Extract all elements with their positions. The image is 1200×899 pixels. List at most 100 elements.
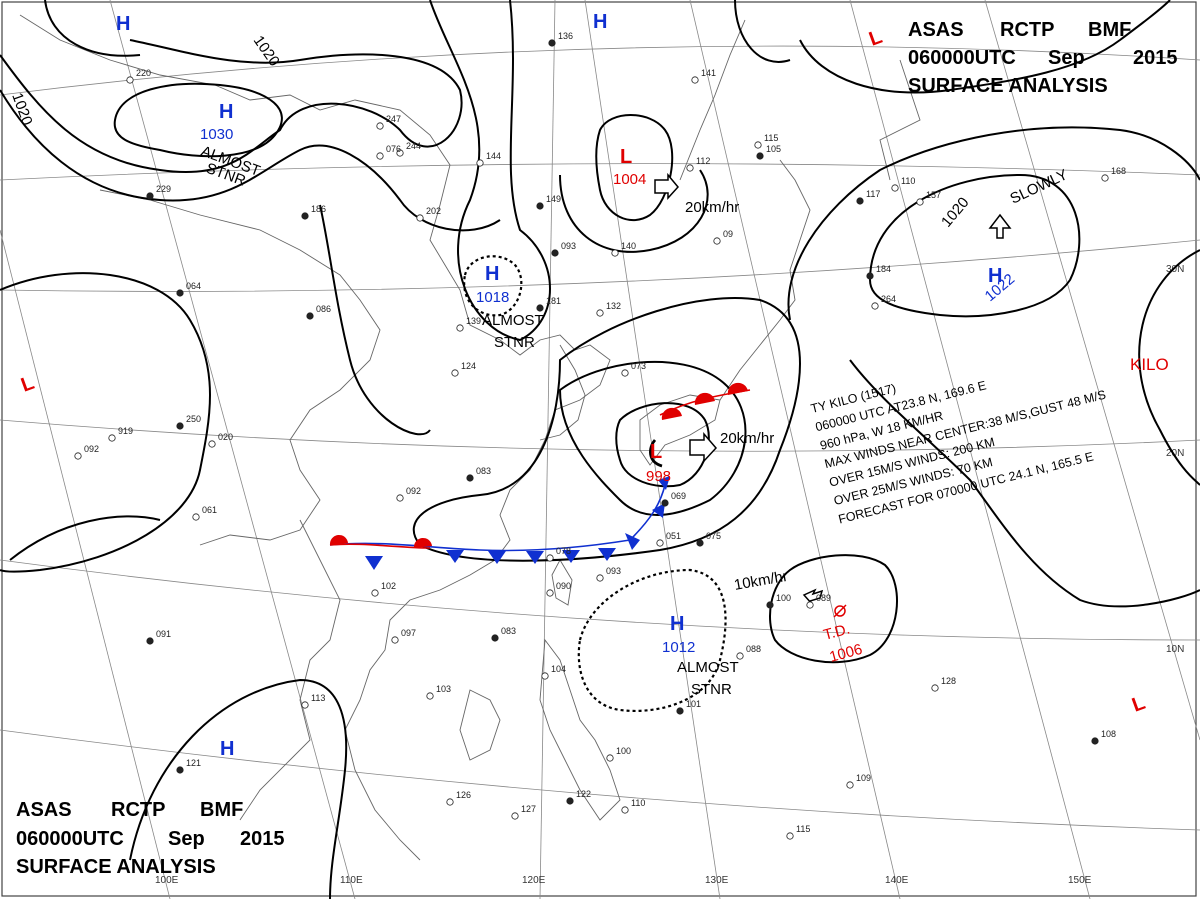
station-pressure-value: 09 xyxy=(723,229,733,239)
asia-coast xyxy=(19,14,611,861)
isobar-north-1 xyxy=(0,39,463,173)
station-circle xyxy=(891,184,899,192)
station-pressure-value: 076 xyxy=(386,144,401,154)
station-circle xyxy=(176,766,184,774)
speed-label-1: 20km/hr xyxy=(685,199,739,216)
low-value-998: 998 xyxy=(646,468,671,485)
lat-label-20n: 20N xyxy=(1166,448,1184,459)
station-pressure-value: 093 xyxy=(561,241,576,251)
isobar-far-east xyxy=(1138,249,1200,486)
lon-line-110e xyxy=(109,0,356,899)
station-circle xyxy=(916,198,924,206)
station-circle xyxy=(511,812,519,820)
station-circle xyxy=(676,707,684,715)
station-circle xyxy=(396,494,404,502)
station-circle xyxy=(208,440,216,448)
isobar-td-1006 xyxy=(769,554,898,664)
lon-line-150e xyxy=(849,0,1091,899)
station-circle xyxy=(306,312,314,320)
station-pressure-value: 105 xyxy=(766,144,781,154)
station-circle xyxy=(541,672,549,680)
station-pressure-value: 220 xyxy=(136,68,151,78)
station-circle xyxy=(301,212,309,220)
station-circle xyxy=(146,637,154,645)
station-circle xyxy=(611,249,619,257)
header-bottom-title: SURFACE ANALYSIS xyxy=(16,856,216,878)
station-pressure-value: 097 xyxy=(401,628,416,638)
station-circle xyxy=(536,202,544,210)
low-marker-1: L xyxy=(620,146,632,168)
station-pressure-value: 126 xyxy=(456,790,471,800)
isobar-central-n xyxy=(429,0,551,342)
lon-label-120e: 120E xyxy=(522,875,546,886)
station-pressure-value: 078 xyxy=(556,546,571,556)
station-circle xyxy=(466,474,474,482)
japan-honshu xyxy=(719,159,811,401)
station-circle xyxy=(476,159,484,167)
station-pressure-value: 089 xyxy=(816,593,831,603)
stationary-front xyxy=(329,382,751,570)
station-circle xyxy=(391,636,399,644)
header-bottom-year: 2015 xyxy=(240,828,285,850)
station-pressure-value: 104 xyxy=(551,664,566,674)
station-pressure-value: 168 xyxy=(1111,166,1126,176)
high-marker-2: H xyxy=(593,11,607,33)
station-pressure-value: 092 xyxy=(84,444,99,454)
header-top-month: Sep xyxy=(1048,47,1085,69)
lon-label-140e: 140E xyxy=(885,875,909,886)
cold-front-barb-3 xyxy=(488,551,506,564)
station-circle xyxy=(621,806,629,814)
cold-front-barb-1 xyxy=(365,556,383,570)
station-pressure-value: 090 xyxy=(556,581,571,591)
station-circle xyxy=(546,554,554,562)
lon-label-110e: 110E xyxy=(340,875,363,886)
station-circle xyxy=(931,684,939,692)
isobar-east-north xyxy=(787,126,1200,321)
station-circle xyxy=(686,164,694,172)
borneo-north xyxy=(459,689,501,761)
lon-line-130e xyxy=(584,0,721,899)
station-pressure-value: 061 xyxy=(202,505,217,515)
high-marker-3: H xyxy=(219,101,233,123)
arrow-low-1004 xyxy=(654,172,679,200)
station-pressure-value: 250 xyxy=(186,414,201,424)
station-circle xyxy=(621,369,629,377)
arrow-typhoon-front-low xyxy=(689,431,718,463)
movement-arrows xyxy=(654,172,1012,605)
isobar-high-1018 xyxy=(463,255,523,317)
station-circle xyxy=(446,798,454,806)
station-pressure-value: 139 xyxy=(466,316,481,326)
station-circle xyxy=(846,781,854,789)
station-pressure-value: 110 xyxy=(901,176,915,186)
warm-front-bump-2 xyxy=(413,537,432,548)
stnr3-line1: ALMOST xyxy=(677,659,739,676)
high-value-1018: 1018 xyxy=(476,289,509,306)
low-value-1004: 1004 xyxy=(613,171,646,188)
front-warm-segment xyxy=(329,543,431,549)
station-circle xyxy=(396,149,404,157)
station-circle xyxy=(696,539,704,547)
station-pressure-value: 184 xyxy=(876,264,891,274)
station-pressure-value: 919 xyxy=(118,426,133,436)
korea-coast xyxy=(539,344,586,441)
cold-front-barb-2 xyxy=(446,550,464,563)
station-circle xyxy=(713,237,721,245)
header-top-title: SURFACE ANALYSIS xyxy=(908,75,1108,97)
station-pressure-value: 113 xyxy=(311,693,325,703)
station-pressure-value: 121 xyxy=(186,758,201,768)
isobar-inland xyxy=(319,204,431,436)
station-plots: 229 247 244 186 202 144 149 140 132 181 139 124 083 0… xyxy=(74,31,1126,840)
station-pressure-value: 108 xyxy=(1101,729,1116,739)
header-bottom-month: Sep xyxy=(168,828,205,850)
station-pressure-value: 083 xyxy=(476,466,491,476)
lon-label-100e: 100E xyxy=(155,875,179,886)
station-pressure-value: 122 xyxy=(576,789,591,799)
station-circle xyxy=(176,289,184,297)
warm-front-bump-5 xyxy=(727,382,748,395)
station-circle xyxy=(766,601,774,609)
station-circle xyxy=(596,309,604,317)
lon-line-140e xyxy=(689,0,901,899)
station-pressure-value: 124 xyxy=(461,361,476,371)
isobar-south-west xyxy=(129,678,348,899)
